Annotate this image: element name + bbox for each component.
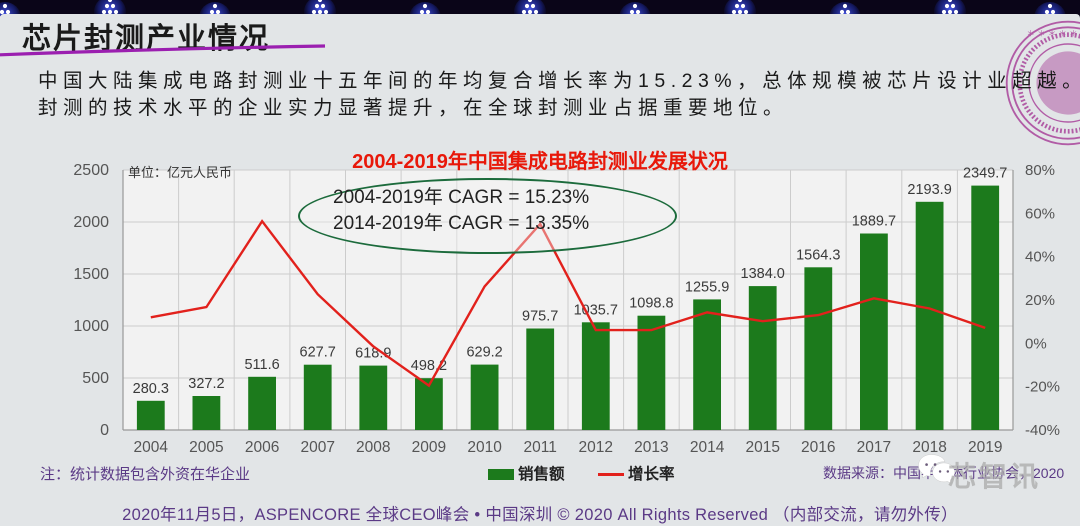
svg-text:2008: 2008 [356,439,390,456]
svg-text:2019: 2019 [968,439,1002,456]
svg-text:2006: 2006 [245,439,279,456]
svg-text:1098.8: 1098.8 [629,296,673,312]
svg-text:1564.3: 1564.3 [796,247,840,263]
svg-text:2193.9: 2193.9 [907,182,951,198]
svg-text:2013: 2013 [634,439,668,456]
svg-text:20%: 20% [1025,292,1055,309]
svg-text:2005: 2005 [189,439,223,456]
svg-text:1255.9: 1255.9 [685,279,729,295]
svg-text:2010: 2010 [467,439,502,456]
svg-text:2004: 2004 [134,439,169,456]
svg-text:2018: 2018 [912,439,946,456]
svg-text:60%: 60% [1025,205,1055,222]
svg-text:2014: 2014 [690,439,725,456]
svg-text:1035.7: 1035.7 [574,302,618,318]
svg-text:2016: 2016 [801,439,835,456]
svg-text:0%: 0% [1025,335,1047,352]
svg-text:2015: 2015 [745,439,779,456]
svg-text:1000: 1000 [73,318,109,335]
svg-text:2012: 2012 [579,439,613,456]
svg-text:629.2: 629.2 [466,345,502,361]
svg-text:2017: 2017 [857,439,891,456]
svg-text:327.2: 327.2 [188,376,224,392]
svg-text:40%: 40% [1025,249,1055,266]
svg-text:975.7: 975.7 [522,309,558,325]
svg-text:1384.0: 1384.0 [741,266,785,282]
svg-text:＊ ＊ ＊ ＊ ＊ ＊ ＊ ＊: ＊ ＊ ＊ ＊ ＊ ＊ ＊ ＊ [1027,29,1080,39]
svg-text:627.7: 627.7 [300,345,336,361]
svg-text:2000: 2000 [73,214,109,231]
svg-text:618.9: 618.9 [355,346,391,362]
svg-text:511.6: 511.6 [244,357,279,373]
svg-text:2011: 2011 [524,439,557,456]
svg-text:0: 0 [100,422,109,439]
svg-text:280.3: 280.3 [133,381,169,397]
svg-text:-20%: -20% [1025,379,1060,396]
svg-text:2009: 2009 [412,439,446,456]
svg-text:-40%: -40% [1025,422,1060,439]
svg-text:2007: 2007 [300,439,334,456]
svg-text:1889.7: 1889.7 [852,214,896,230]
svg-text:500: 500 [82,370,109,387]
svg-text:1500: 1500 [73,266,109,283]
